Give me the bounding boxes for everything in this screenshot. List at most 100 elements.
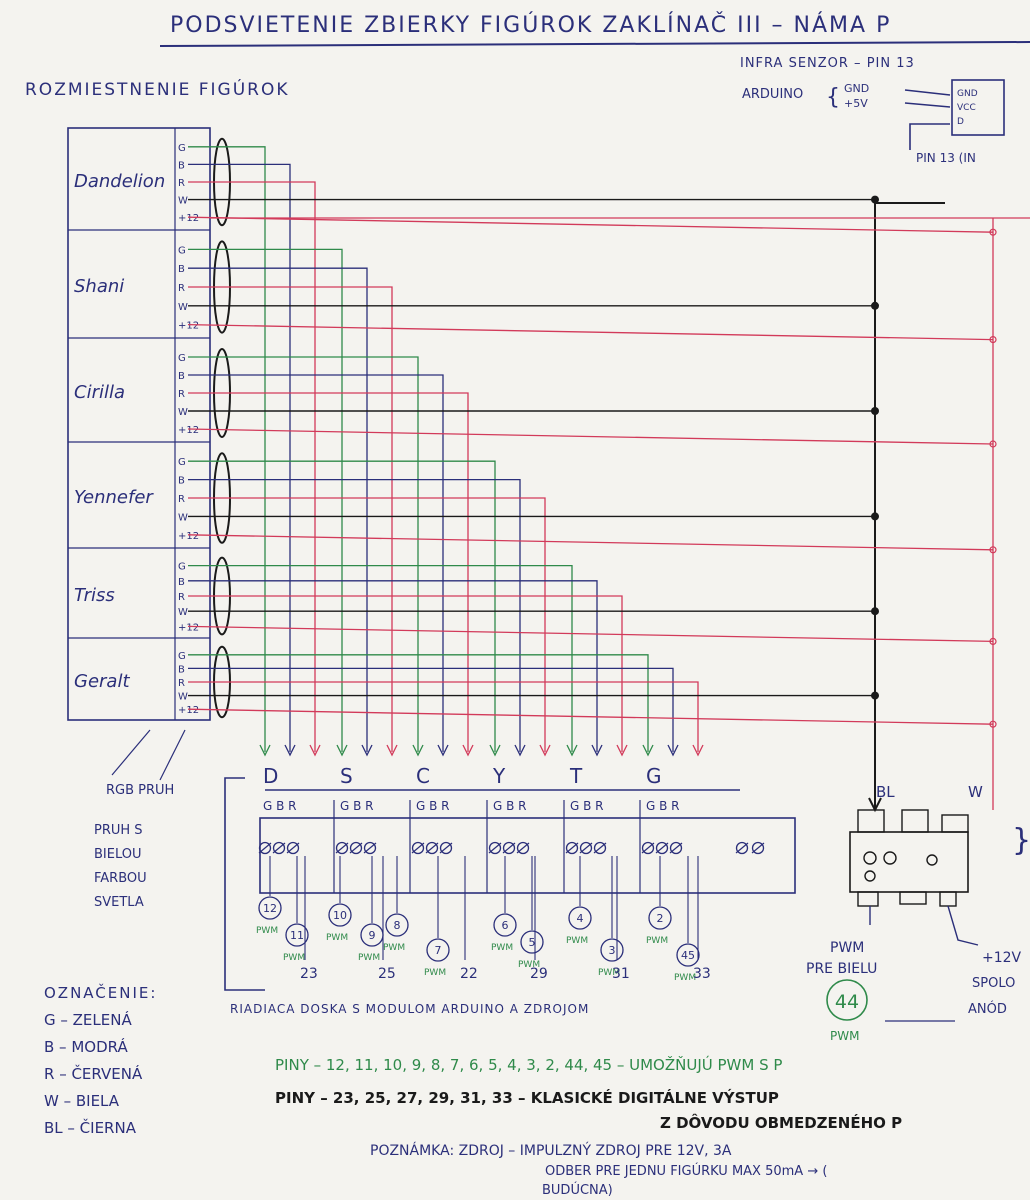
wire-arrowhead bbox=[591, 744, 603, 757]
legend: OZNAČENIE: G – ZELENÁ B – MODRÁ R – ČERV… bbox=[44, 983, 155, 1137]
pwm-pin-circle bbox=[648, 906, 672, 930]
pwm-pin-tag: PWM bbox=[674, 973, 696, 983]
board-caption: RIADIACA DOSKA S MODULOM ARDUINO A ZDROJ… bbox=[230, 1002, 589, 1016]
board-pin-slash bbox=[272, 842, 286, 854]
rgb-wire bbox=[188, 667, 674, 752]
pwm-pin-circle bbox=[328, 903, 352, 927]
board-group-letter: C bbox=[416, 764, 430, 788]
rgb-wire bbox=[188, 564, 573, 752]
module-tab-2 bbox=[901, 809, 929, 833]
red-12v-bus bbox=[187, 216, 1030, 810]
pwm-pin-tag: PWM bbox=[283, 953, 305, 963]
module-terminal-3 bbox=[926, 854, 938, 866]
wire-arrowhead bbox=[489, 744, 501, 757]
digital-pin-number: 25 bbox=[378, 966, 396, 982]
wire-label-W: W bbox=[178, 512, 188, 523]
board-pin-slash bbox=[349, 842, 363, 854]
board-group-letter: Y bbox=[492, 764, 506, 788]
wire-label-G: G bbox=[178, 562, 186, 573]
pwm-pin-tag: PWM bbox=[598, 968, 620, 978]
red-12v-wire bbox=[187, 323, 994, 341]
wire-arrowhead bbox=[566, 744, 578, 757]
board-group-sublabel: G B R bbox=[493, 799, 527, 813]
rgb-wire bbox=[188, 356, 419, 752]
figure-name-yennefer: Yennefer bbox=[74, 487, 154, 508]
note-digital-reason: Z DÔVODU OBMEDZENÉHO P bbox=[660, 1113, 902, 1132]
rgb-wire bbox=[188, 286, 393, 752]
sensor-brace: { bbox=[826, 85, 840, 110]
wire-arrowhead bbox=[514, 744, 526, 757]
notes: PINY – 12, 11, 10, 9, 8, 7, 6, 5, 4, 3, … bbox=[275, 1055, 902, 1198]
board-pin-slash bbox=[735, 842, 749, 854]
wire-label-plus12: +12 bbox=[178, 531, 199, 542]
red-12v-wire bbox=[187, 428, 994, 445]
board-group-sublabel: G B R bbox=[416, 799, 450, 813]
wire-label-B: B bbox=[178, 371, 185, 382]
module-pin-number: 44 bbox=[835, 991, 859, 1013]
sensor-5v-wire bbox=[904, 102, 951, 108]
infra-sensor-block: INFRA SENZOR – PIN 13 ARDUINO { GND +5V … bbox=[740, 56, 1005, 165]
rgb-wire bbox=[188, 181, 316, 752]
digital-pin-number: 22 bbox=[460, 966, 478, 982]
pwm-pin-tag: PWM bbox=[424, 968, 446, 978]
wire-label-B: B bbox=[178, 264, 185, 275]
legend-item-bl: BL – ČIERNA bbox=[44, 1118, 137, 1137]
pwm-pin-number: 7 bbox=[435, 944, 442, 957]
note-remark-2: ODBER PRE JEDNU FIGÚRKU MAX 50mA → ( bbox=[545, 1163, 827, 1179]
board-pin-socket bbox=[363, 841, 377, 855]
module-terminal-4 bbox=[864, 870, 876, 882]
sensor-box-gnd: GND bbox=[957, 89, 978, 99]
wire-label-R: R bbox=[178, 389, 185, 400]
pwm-pin-number: 3 bbox=[609, 944, 616, 957]
pwm-pin-number: 10 bbox=[333, 909, 347, 922]
wire-label-W: W bbox=[178, 692, 188, 703]
wire-label-R: R bbox=[178, 494, 185, 505]
sensor-box-vcc: VCC bbox=[957, 103, 976, 113]
board-group-letter: G bbox=[646, 764, 662, 788]
module-w-label: W bbox=[968, 783, 983, 801]
wire-label-plus12: +12 bbox=[178, 705, 199, 716]
module-anod-label: ANÓD bbox=[968, 1001, 1007, 1017]
wire-arrowhead bbox=[692, 744, 704, 757]
board-pin-socket bbox=[349, 841, 363, 855]
board-pin-socket bbox=[272, 841, 286, 855]
rgb-wire bbox=[188, 267, 368, 752]
wire-label-R: R bbox=[178, 592, 185, 603]
legend-item-b: B – MODRÁ bbox=[44, 1037, 128, 1056]
rgb-note-pointer bbox=[111, 729, 151, 776]
figure-column bbox=[67, 127, 211, 721]
board-pin-slash bbox=[565, 842, 579, 854]
board-pin-socket bbox=[751, 841, 765, 855]
pwm-pin-number: 5 bbox=[529, 936, 536, 949]
rgb-note-line-2: PRUH S bbox=[94, 823, 143, 838]
wire-label-R: R bbox=[178, 178, 185, 189]
module-tab-6 bbox=[899, 891, 927, 905]
module-tab-5 bbox=[857, 891, 879, 907]
page-title: PODSVIETENIE ZBIERKY FIGÚROK ZAKLÍNAČ II… bbox=[170, 12, 891, 38]
rgb-wire bbox=[188, 163, 291, 752]
board-pin-socket bbox=[669, 841, 683, 855]
module-12v-wire bbox=[947, 905, 979, 946]
wire-arrowhead bbox=[336, 744, 348, 757]
wire-label-plus12: +12 bbox=[178, 321, 199, 332]
board-pin-slash bbox=[502, 842, 516, 854]
board-pin-socket bbox=[641, 841, 655, 855]
sensor-module-box bbox=[951, 79, 1005, 136]
board-pin-slash bbox=[516, 842, 530, 854]
pwm-pin-number: 6 bbox=[502, 919, 509, 932]
module-bl-label: BL bbox=[876, 783, 895, 801]
board-group-sublabel: G B R bbox=[646, 799, 680, 813]
pwm-pin-circle bbox=[285, 923, 309, 947]
figure-name-geralt: Geralt bbox=[74, 671, 130, 692]
pwm-pin-tag: PWM bbox=[326, 933, 348, 943]
legend-item-w: W – BIELA bbox=[44, 1092, 120, 1110]
digital-pin-number: 23 bbox=[300, 966, 318, 982]
sensor-pin-note: PIN 13 (IN bbox=[916, 151, 976, 165]
sensor-box-d: D bbox=[957, 117, 964, 127]
sensor-arduino-label: ARDUINO bbox=[742, 87, 803, 102]
board-pin-slash bbox=[669, 842, 683, 854]
rgb-note-line-4: FARBOU bbox=[94, 871, 147, 886]
black-common-bus bbox=[188, 195, 945, 813]
